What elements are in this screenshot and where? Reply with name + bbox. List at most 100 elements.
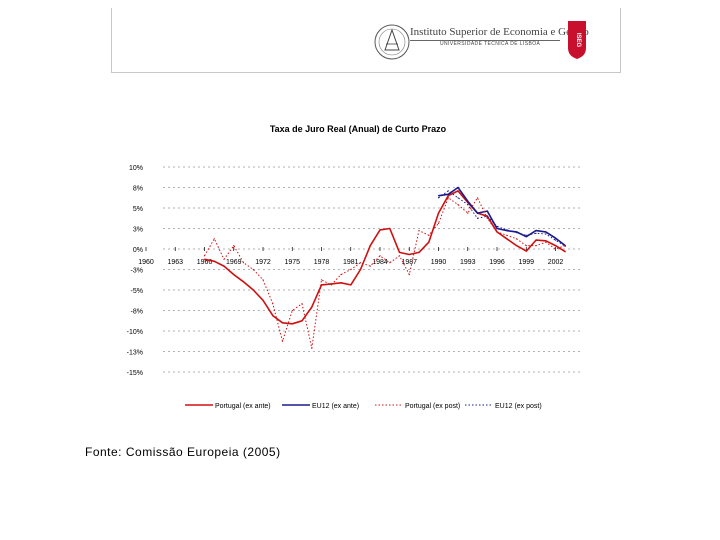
x-tick-label: 1960 — [138, 259, 154, 266]
data-point — [457, 186, 459, 189]
data-point — [515, 245, 518, 247]
series-line-0 — [204, 190, 566, 325]
data-point — [291, 309, 293, 312]
data-point — [311, 347, 313, 349]
data-point — [233, 274, 235, 276]
series-line-1 — [438, 186, 566, 247]
y-tick-label: -3% — [131, 268, 143, 275]
data-point — [486, 217, 488, 219]
data-point — [340, 274, 342, 276]
data-point — [437, 197, 440, 199]
legend-label: EU12 (ex post) — [495, 403, 542, 410]
data-point — [379, 255, 381, 257]
data-point — [437, 222, 440, 224]
series-line-3 — [438, 190, 566, 247]
data-point — [506, 234, 508, 236]
data-point — [525, 234, 527, 236]
data-point — [496, 225, 498, 227]
y-tick-label: 5% — [133, 206, 143, 213]
data-point — [242, 281, 245, 283]
data-point — [467, 200, 469, 202]
data-point — [564, 245, 566, 247]
header-banner: Instituto Superior de Economia e Gestão … — [111, 8, 621, 73]
x-tick-label: 1993 — [460, 259, 476, 266]
data-point — [515, 238, 518, 240]
data-point — [330, 284, 332, 286]
y-tick-label: 3% — [133, 227, 143, 234]
data-point — [554, 245, 557, 247]
data-point — [496, 227, 498, 230]
data-point — [476, 197, 479, 199]
data-point — [545, 241, 547, 243]
institution-name: Instituto Superior de Economia e Gestão — [410, 26, 589, 38]
data-point — [369, 245, 371, 247]
x-tick-label: 1996 — [489, 259, 505, 266]
data-point — [457, 204, 459, 206]
data-point — [350, 268, 352, 271]
data-point — [301, 303, 303, 305]
data-point — [525, 250, 527, 252]
data-point — [262, 299, 264, 301]
data-point — [252, 268, 254, 271]
data-point — [467, 212, 469, 214]
data-point — [398, 251, 401, 253]
x-tick-label: 1966 — [197, 259, 213, 266]
data-point — [418, 230, 420, 232]
data-point — [359, 262, 362, 264]
data-point — [457, 190, 459, 192]
data-point — [535, 232, 537, 234]
data-point — [379, 229, 381, 231]
data-point — [476, 217, 479, 219]
data-point — [213, 260, 215, 262]
data-point — [554, 248, 557, 250]
data-point — [535, 239, 537, 241]
legend-label: EU12 (ex ante) — [312, 403, 359, 410]
data-point — [535, 230, 537, 232]
data-point — [281, 322, 284, 324]
y-tick-label: 10% — [129, 165, 143, 172]
x-tick-label: 1999 — [518, 259, 534, 266]
header-divider — [410, 40, 560, 41]
y-tick-label: 0% — [133, 247, 143, 254]
data-point — [369, 265, 371, 267]
data-point — [506, 229, 508, 231]
y-tick-label: -10% — [127, 329, 143, 336]
data-point — [496, 231, 498, 233]
data-point — [233, 245, 235, 247]
y-tick-label: 8% — [133, 186, 143, 193]
series-line-2 — [204, 197, 566, 349]
data-point — [535, 245, 537, 247]
data-point — [311, 306, 313, 308]
y-tick-label: -15% — [127, 370, 143, 377]
chart-title: Taxa de Juro Real (Anual) de Curto Prazo — [270, 124, 447, 134]
data-point — [506, 238, 508, 240]
data-point — [515, 232, 518, 234]
data-point — [525, 236, 527, 238]
data-point — [359, 268, 362, 271]
y-tick-label: -8% — [131, 309, 143, 316]
university-name: UNIVERSIDADE TÉCNICA DE LISBOA — [440, 41, 541, 47]
x-tick-label: 1975 — [284, 259, 300, 266]
data-point — [428, 234, 430, 236]
data-point — [252, 289, 254, 291]
data-point — [203, 258, 206, 260]
data-point — [554, 239, 557, 241]
data-point — [457, 197, 459, 199]
data-point — [447, 193, 449, 195]
x-tick-label: 1978 — [314, 259, 330, 266]
data-point — [389, 262, 391, 264]
x-tick-label: 1981 — [343, 259, 359, 266]
data-point — [281, 340, 284, 342]
data-point — [223, 265, 225, 267]
data-point — [340, 282, 342, 284]
x-tick-label: 1984 — [372, 259, 388, 266]
x-tick-label: 1987 — [401, 259, 417, 266]
university-seal-icon — [374, 24, 410, 60]
data-point — [350, 284, 352, 286]
legend-label: Portugal (ex post) — [405, 403, 460, 410]
data-point — [418, 251, 420, 253]
data-point — [447, 190, 449, 192]
data-point — [398, 255, 401, 257]
data-point — [437, 195, 440, 197]
data-point — [408, 274, 410, 276]
